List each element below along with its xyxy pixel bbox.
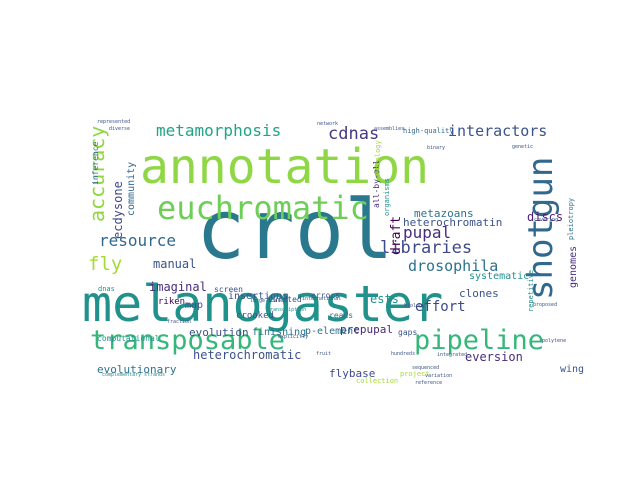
cloud-word-fruit: fruit — [316, 351, 331, 357]
cloud-word-eversion: eversion — [465, 350, 523, 364]
cloud-word-metazoans: metazoans — [414, 207, 474, 220]
cloud-word-metamorphosis: metamorphosis — [156, 121, 281, 140]
cloud-word-large-scale: large-scale — [250, 298, 283, 304]
cloud-word-evolution: evolution — [189, 326, 249, 339]
cloud-word-systematic: systematic — [469, 271, 529, 282]
cloud-word-polytene: polytene — [542, 338, 566, 344]
cloud-word-high-quality: high-quality — [403, 127, 454, 135]
cloud-word-insertions: insertions — [228, 291, 288, 302]
cloud-word-drosophila: drosophila — [408, 257, 498, 275]
cloud-background — [82, 97, 563, 377]
cloud-word-manual: manual — [153, 257, 196, 271]
cloud-word-evolutionary: evolutionary — [97, 363, 177, 376]
cloud-word-hundreds: hundreds — [391, 351, 415, 357]
cloud-word-heterochromatin: heterochromatin — [403, 216, 502, 229]
cloud-word-dnas: dnas — [98, 285, 115, 293]
cloud-word-repetitive: repetitive — [527, 270, 535, 312]
cloud-word-all-by-all: all-by-all — [372, 160, 381, 208]
cloud-word-ontology: ontology — [374, 140, 382, 174]
cloud-word-community: community — [126, 162, 137, 216]
cloud-word-fraction: fraction — [167, 319, 191, 325]
cloud-word-pipeline: pipeline — [414, 325, 544, 356]
cloud-word-resource: resource — [99, 231, 176, 250]
cloud-word-imaginal: imaginal — [149, 280, 207, 294]
cloud-word-integrated: integrated — [437, 352, 467, 358]
cloud-word-crooked: crooked — [236, 311, 274, 321]
cloud-word-gaps: gaps — [398, 328, 417, 337]
cloud-word-inference: inference — [91, 141, 100, 185]
cloud-word-reference: reference — [415, 380, 442, 386]
cloud-word-project: project — [400, 370, 430, 378]
cloud-word-prepupal: prepupal — [340, 323, 393, 336]
cloud-word-heterochromatic: heterochromatic — [193, 348, 301, 362]
cloud-word-pleiotropy: pleiotropy — [567, 198, 575, 240]
cloud-word-network: network — [317, 121, 338, 127]
cloud-word-screen: screen — [214, 285, 243, 294]
cloud-word-libraries: libraries — [380, 238, 472, 258]
cloud-word-proposed: proposed — [533, 302, 557, 308]
cloud-word-curated: curated — [268, 295, 302, 304]
cloud-word-melanogaster: melanogaster — [82, 275, 443, 333]
cloud-word-transcription: transcription — [267, 307, 306, 313]
cloud-word-cdnas: cdnas — [328, 124, 379, 144]
cloud-word-fly: fly — [88, 253, 122, 275]
cloud-word-clones: clones — [459, 287, 499, 300]
cloud-word-ecdysone: ecdysone — [111, 181, 125, 239]
cloud-word-international: international — [302, 296, 341, 302]
cloud-word-binary: binary — [427, 145, 445, 151]
cloud-word-covering: covering — [534, 217, 558, 223]
cloud-word-crol: crol — [196, 183, 393, 278]
cloud-word-flybase: flybase — [329, 367, 375, 380]
cloud-word-accuracy: accuracy — [85, 126, 109, 222]
cloud-word-variation: variation — [425, 373, 452, 379]
cloud-word-biology: biology — [404, 303, 425, 309]
cloud-word-shotgun: shotgun — [521, 157, 561, 300]
cloud-word-annotation: annotation — [140, 139, 429, 195]
cloud-word-complementary: complementary — [102, 372, 141, 378]
cloud-word-collection: collection — [356, 377, 398, 385]
cloud-word-finishing: finishing — [252, 327, 306, 338]
cloud-word-genomes: genomes — [568, 246, 579, 288]
cloud-word-ests: ests — [370, 292, 399, 306]
cloud-word-assemblies: assemblies — [374, 126, 404, 132]
cloud-word-wing: wing — [560, 364, 584, 375]
cloud-word-pupal: pupal — [403, 223, 451, 242]
cloud-word-interactors: interactors — [448, 122, 547, 140]
cloud-word-draft: draft — [389, 216, 404, 255]
cloud-word-errors: errors — [311, 291, 340, 300]
cloud-word-diverse: diverse — [109, 126, 130, 132]
cloud-word-transposable: transposable — [90, 325, 285, 356]
cloud-word-strands: strands — [144, 372, 165, 378]
cloud-word-organisms: organisms — [383, 178, 391, 216]
cloud-word-genetic: genetic — [512, 144, 533, 150]
cloud-word-discs: discs — [527, 210, 563, 224]
cloud-word-euchromatic: euchromatic — [157, 189, 369, 227]
cloud-word-represented: represented — [97, 119, 130, 125]
cloud-word-reads: reads — [329, 311, 353, 320]
cloud-word-sequenced: sequenced — [412, 365, 439, 371]
cloud-word-map: map — [185, 300, 203, 311]
cloud-word-computational: computational — [97, 334, 160, 343]
cloud-word-explicitly: explicitly — [278, 334, 308, 340]
cloud-word-p-element: p-element — [305, 326, 359, 337]
cloud-word-effort: effort — [415, 299, 466, 315]
cloud-word-riken: riken — [158, 297, 185, 307]
